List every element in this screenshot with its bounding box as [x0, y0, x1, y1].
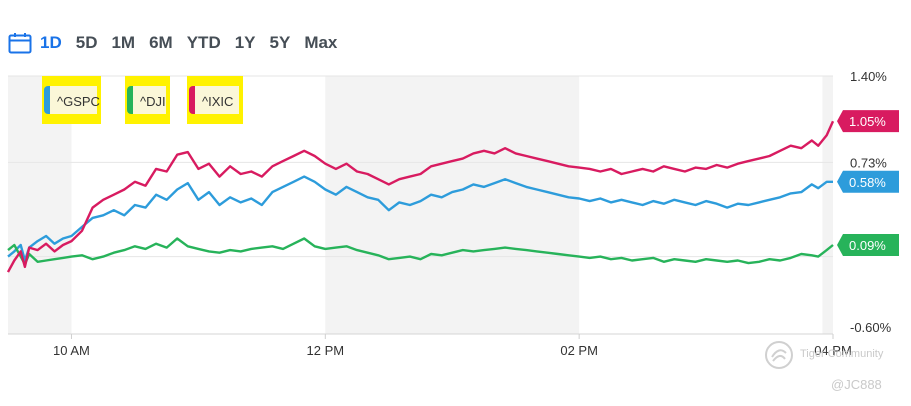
last-value-label-dji: 0.09%	[849, 238, 886, 253]
legend-label-dji: ^DJI	[140, 94, 166, 109]
x-tick-label-1: 12 PM	[307, 343, 345, 358]
series-lines	[6, 120, 835, 273]
shaded-band-2	[822, 76, 833, 334]
watermark-brand: Tiger Community	[800, 348, 884, 360]
calendar-icon[interactable]	[8, 32, 32, 54]
legend-chip-ixic[interactable]: ^IXIC	[187, 76, 243, 124]
y-axis: 1.40% 0.73% -0.60%	[850, 69, 892, 335]
legend-label-ixic: ^IXIC	[202, 94, 234, 109]
x-tick-label-2: 02 PM	[560, 343, 598, 358]
legend-chip-dji[interactable]: ^DJI	[125, 76, 170, 124]
range-6m-button[interactable]: 6M	[149, 33, 173, 52]
last-value-label-ixic: 1.05%	[849, 114, 886, 129]
last-value-flag-ixic	[837, 110, 899, 133]
last-value-labels: 1.05% 0.58% 0.09%	[837, 110, 899, 256]
x-tick-label-3: 04 PM	[814, 343, 852, 358]
last-value-flag-gspc	[837, 170, 899, 193]
y-tick-label-0: 1.40%	[850, 69, 887, 84]
range-ytd-button[interactable]: YTD	[186, 33, 221, 52]
y-tick-label-2: -0.60%	[850, 320, 892, 335]
x-tick-label-0: 10 AM	[53, 343, 90, 358]
last-value-label-gspc: 0.58%	[849, 175, 886, 190]
x-axis: 10 AM 12 PM 02 PM 04 PM	[53, 334, 852, 358]
range-1y-button[interactable]: 1Y	[234, 33, 256, 52]
range-1m-button[interactable]: 1M	[111, 33, 136, 52]
legend-chip-gspc[interactable]: ^GSPC	[42, 76, 101, 124]
legend: ^GSPC ^DJI ^IXIC	[0, 76, 911, 126]
series-line-dji	[7, 237, 834, 266]
legend-label-gspc: ^GSPC	[57, 94, 100, 109]
range-max-button[interactable]: Max	[304, 33, 338, 52]
range-5y-button[interactable]: 5Y	[269, 33, 291, 52]
range-selector: 1D 5D 1M 6M YTD 1Y 5Y Max	[8, 30, 351, 56]
range-1d-button[interactable]: 1D	[40, 33, 62, 52]
y-tick-label-1: 0.73%	[850, 155, 887, 170]
watermark-user: @JC888	[831, 377, 882, 392]
last-value-flag-dji	[837, 233, 899, 256]
shaded-band-1	[325, 76, 580, 334]
range-5d-button[interactable]: 5D	[75, 33, 98, 52]
series-line-ixic	[6, 120, 835, 273]
series-line-gspc	[7, 175, 833, 262]
shaded-bands	[8, 76, 833, 334]
tiger-logo-icon	[765, 341, 793, 369]
